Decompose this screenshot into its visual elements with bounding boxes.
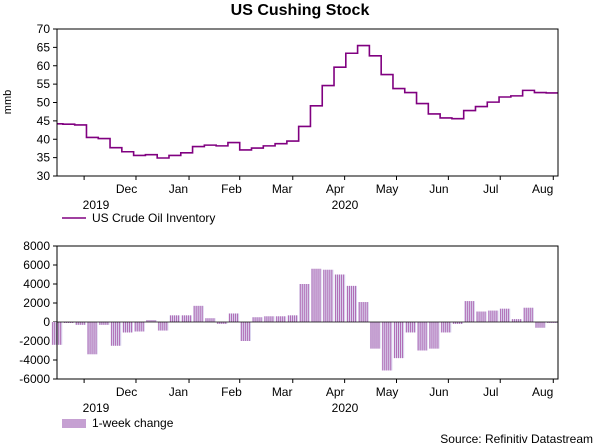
change-bar <box>204 318 216 322</box>
change-bar <box>122 322 134 333</box>
change-bar <box>299 284 310 322</box>
bottom-month-label: Mar <box>272 385 293 399</box>
change-bar <box>334 274 346 322</box>
top-y-tick-label: 35 <box>37 151 51 165</box>
top-month-label: Mar <box>272 182 293 196</box>
top-month-label: Feb <box>221 182 242 196</box>
change-bar <box>98 322 110 325</box>
change-bar <box>499 308 511 322</box>
bottom-legend: 1-week change <box>62 416 174 430</box>
change-bar <box>487 310 499 322</box>
bottom-y-tick-label: 4000 <box>23 277 50 291</box>
change-bar <box>417 322 428 351</box>
change-bar <box>252 317 263 322</box>
top-y-axis-label: mmb <box>2 90 14 114</box>
top-legend: US Crude Oil Inventory <box>62 211 215 225</box>
change-bar <box>464 301 475 322</box>
change-bar <box>75 322 86 325</box>
top-month-label: Dec <box>116 182 137 196</box>
top-y-tick-label: 40 <box>37 132 51 146</box>
top-y-tick-label: 60 <box>37 59 51 73</box>
bottom-month-label: May <box>376 385 399 399</box>
bottom-plot-frame <box>56 245 559 380</box>
bottom-y-tick-label: 0 <box>43 315 50 329</box>
top-y-tick-label: 45 <box>37 114 51 128</box>
change-bar <box>87 322 98 355</box>
bottom-year-label: 2019 <box>83 401 110 415</box>
change-bar <box>263 316 275 322</box>
change-bar <box>169 315 181 322</box>
top-year-label: 2020 <box>332 198 359 212</box>
bottom-month-label: Jul <box>483 385 498 399</box>
change-bar <box>405 322 416 333</box>
top-month-label: Jan <box>169 182 188 196</box>
change-bar <box>157 322 169 331</box>
change-bar <box>369 322 381 349</box>
change-bar <box>511 319 523 322</box>
chart-title: US Cushing Stock <box>231 2 370 19</box>
change-bar <box>428 322 440 349</box>
bottom-y-tick-label: 6000 <box>23 258 50 272</box>
top-month-label: Jun <box>429 182 448 196</box>
change-bar <box>381 322 393 371</box>
change-bar <box>134 322 145 332</box>
change-bar <box>346 285 357 322</box>
bottom-month-label: Aug <box>532 385 553 399</box>
bottom-month-label: Feb <box>221 385 242 399</box>
top-year-label: 2019 <box>83 198 110 212</box>
change-bar <box>535 322 546 328</box>
change-bar <box>358 302 369 322</box>
bottom-y-tick-label: -4000 <box>19 353 50 367</box>
change-bar <box>322 269 334 322</box>
bottom-month-label: Dec <box>116 385 137 399</box>
bottom-legend-label: 1-week change <box>92 416 174 430</box>
change-bar <box>228 313 240 322</box>
change-bar <box>193 305 204 322</box>
top-chart: mmb 30 35 40 45 50 55 60 65 70 Dec Jan Feb Mar Apr Ma… <box>2 22 559 225</box>
top-month-label: Aug <box>532 182 553 196</box>
change-bar <box>311 268 322 322</box>
bottom-month-label: Jun <box>429 385 448 399</box>
change-bar <box>287 315 299 322</box>
bottom-month-label: Apr <box>326 385 345 399</box>
change-bar <box>110 322 122 346</box>
top-y-tick-label: 50 <box>37 96 51 110</box>
top-month-label: May <box>376 182 399 196</box>
bottom-y-tick-label: 2000 <box>23 296 50 310</box>
change-bar <box>440 322 452 333</box>
top-month-label: Jul <box>483 182 498 196</box>
bottom-y-tick-label: 8000 <box>23 239 50 253</box>
change-bar <box>523 307 534 322</box>
top-y-tick-label: 65 <box>37 40 51 54</box>
change-bar <box>240 322 251 341</box>
bottom-legend-swatch <box>62 419 86 428</box>
change-bar <box>476 311 487 322</box>
inventory-line <box>57 44 558 159</box>
top-month-label: Apr <box>326 182 345 196</box>
top-plot-frame <box>56 28 559 177</box>
source-note: Source: Refinitiv Datastream <box>440 432 593 446</box>
top-y-tick-label: 55 <box>37 77 51 91</box>
change-bar <box>275 316 287 322</box>
change-bar <box>393 322 405 359</box>
change-bar <box>181 315 192 322</box>
bottom-y-tick-label: -6000 <box>19 372 50 386</box>
top-legend-label: US Crude Oil Inventory <box>92 211 215 225</box>
bottom-year-label: 2020 <box>332 401 359 415</box>
top-y-tick-label: 70 <box>37 22 51 36</box>
top-y-tick-label: 30 <box>37 169 51 183</box>
bottom-month-label: Jan <box>169 385 188 399</box>
bottom-y-tick-label: -2000 <box>19 334 50 348</box>
bottom-chart: -6000 -4000 -2000 0 2000 4000 6000 8000 Dec Jan F… <box>19 239 559 430</box>
